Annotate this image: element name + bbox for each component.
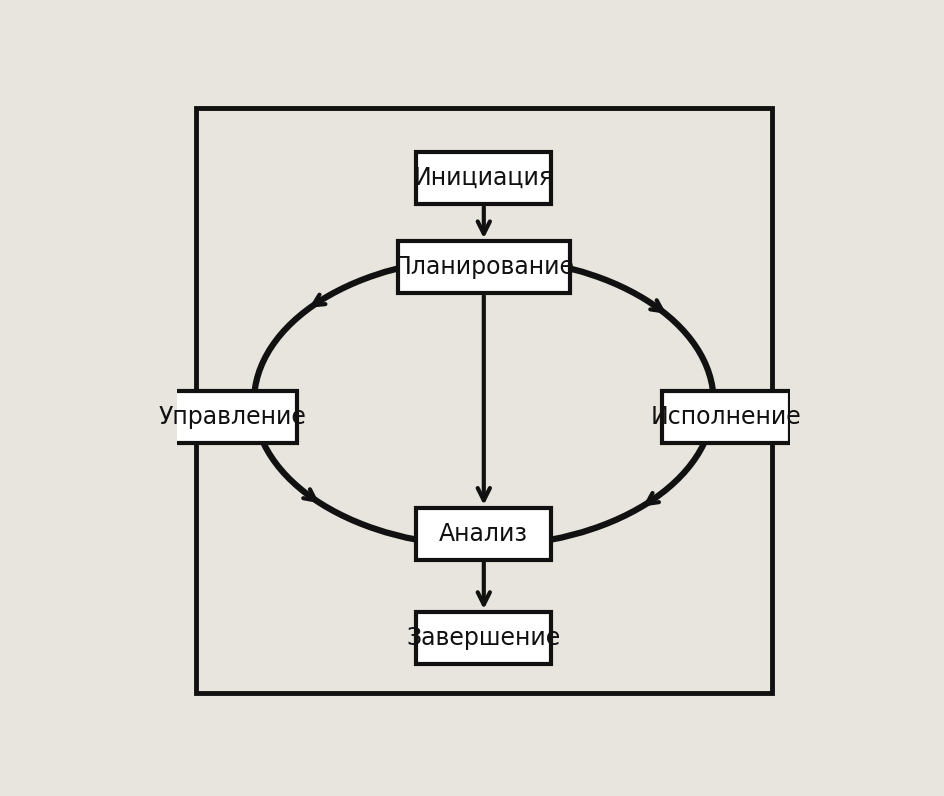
Text: Управление: Управление	[159, 405, 307, 429]
Bar	[416, 612, 551, 664]
Bar	[168, 392, 296, 443]
Text: Анализ: Анализ	[439, 521, 529, 546]
Bar	[416, 152, 551, 205]
Bar	[662, 392, 790, 443]
Text: Завершение: Завершение	[407, 626, 561, 650]
Text: Инициация: Инициация	[413, 166, 554, 190]
Text: Исполнение: Исполнение	[650, 405, 801, 429]
Text: Планирование: Планирование	[394, 256, 574, 279]
Bar	[416, 508, 551, 560]
Bar	[398, 241, 569, 293]
